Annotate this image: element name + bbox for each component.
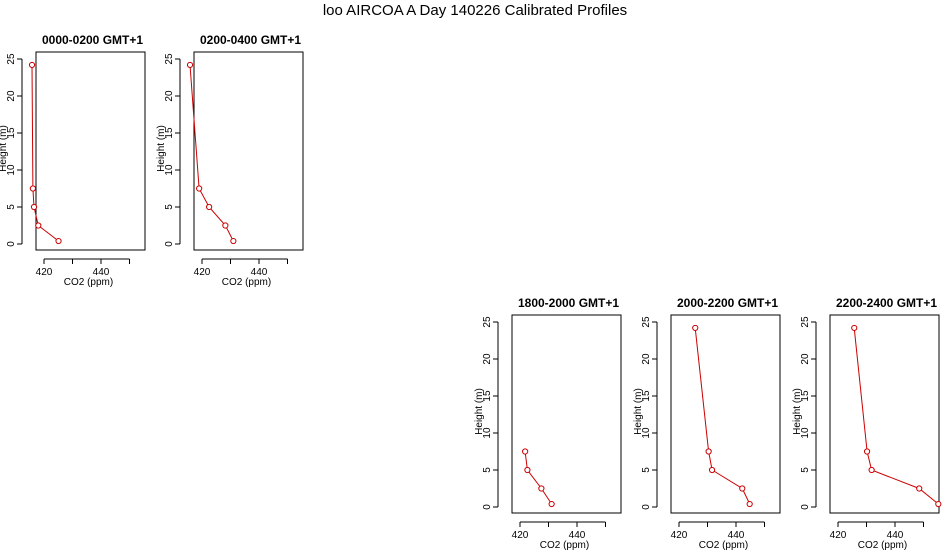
y-tick-label: 20 bbox=[164, 90, 175, 102]
data-point bbox=[851, 324, 858, 332]
panel-title: 1800-2000 GMT+1 bbox=[518, 296, 619, 310]
profile-panel-1800-2000: 1800-2000 GMT+1 0 5 10 15 20 25 Height (m) 420 44… bbox=[474, 296, 622, 551]
y-tick-label: 15 bbox=[164, 127, 175, 139]
data-point bbox=[548, 500, 555, 508]
y-tick-label: 25 bbox=[6, 53, 17, 65]
x-tick-label: 420 bbox=[36, 267, 53, 278]
plot-frame bbox=[193, 51, 304, 251]
y-tick-label: 0 bbox=[164, 241, 175, 247]
data-point bbox=[538, 485, 545, 492]
page-title: loo AIRCOA A Day 140226 Calibrated Profi… bbox=[322, 2, 628, 19]
plot-frame bbox=[511, 314, 622, 514]
data-point bbox=[935, 500, 942, 508]
x-tick-label: 420 bbox=[830, 530, 847, 541]
data-point bbox=[29, 185, 36, 192]
y-tick-label: 25 bbox=[482, 316, 493, 328]
y-tick-label: 5 bbox=[6, 204, 17, 210]
y-tick-label: 10 bbox=[164, 164, 175, 176]
y-tick-label: 20 bbox=[6, 90, 17, 102]
y-axis-label: Height (m) bbox=[633, 388, 644, 435]
x-axis-label: CO2 (ppm) bbox=[64, 277, 113, 288]
profile-panel-0200-0400: 0200-0400 GMT+1 0 5 10 15 20 25 Height (m) 420 44… bbox=[156, 33, 304, 288]
panel-title: 2200-2400 GMT+1 bbox=[836, 296, 937, 310]
profile-line bbox=[524, 451, 553, 505]
y-tick-label: 5 bbox=[800, 467, 811, 473]
data-point bbox=[35, 222, 42, 229]
profile-panel-0000-0200: 0000-0200 GMT+1 0 5 10 15 20 25 Height (m) 420 44… bbox=[0, 33, 146, 288]
y-tick-label: 20 bbox=[482, 353, 493, 365]
x-tick-label: 420 bbox=[194, 267, 211, 278]
y-axis-label: Height (m) bbox=[474, 388, 485, 435]
data-point bbox=[863, 448, 871, 455]
y-tick-label: 10 bbox=[482, 427, 493, 439]
data-point bbox=[916, 485, 923, 492]
y-tick-label: 15 bbox=[800, 390, 811, 402]
profile-panel-2200-2400: 2200-2400 GMT+1 0 5 10 15 20 25 Height (m) 420 44… bbox=[792, 296, 942, 551]
y-tick-label: 5 bbox=[164, 204, 175, 210]
y-tick-label: 15 bbox=[6, 127, 17, 139]
plot-frame bbox=[829, 314, 940, 514]
y-tick-label: 15 bbox=[482, 390, 493, 402]
x-tick-label: 440 bbox=[251, 267, 268, 278]
y-tick-label: 10 bbox=[800, 427, 811, 439]
x-axis-label: CO2 (ppm) bbox=[540, 540, 589, 551]
x-tick-label: 420 bbox=[512, 530, 529, 541]
panel-title: 0200-0400 GMT+1 bbox=[200, 33, 301, 47]
y-tick-label: 0 bbox=[641, 504, 652, 510]
y-tick-label: 0 bbox=[6, 241, 17, 247]
panel-title: 2000-2200 GMT+1 bbox=[677, 296, 778, 310]
y-tick-label: 25 bbox=[164, 53, 175, 65]
data-point bbox=[206, 203, 213, 211]
data-point bbox=[196, 185, 203, 192]
panel-title: 0000-0200 GMT+1 bbox=[42, 33, 143, 47]
profile-line bbox=[694, 327, 751, 505]
y-axis-label: Height (m) bbox=[0, 125, 9, 172]
y-axis-label: Height (m) bbox=[792, 388, 803, 435]
y-tick-label: 25 bbox=[800, 316, 811, 328]
x-axis-label: CO2 (ppm) bbox=[699, 540, 748, 551]
data-point bbox=[705, 448, 712, 455]
data-point bbox=[522, 448, 529, 455]
data-point bbox=[692, 324, 699, 332]
x-tick-label: 440 bbox=[569, 530, 586, 541]
data-point bbox=[746, 500, 753, 508]
profile-line bbox=[853, 327, 939, 505]
data-point bbox=[739, 485, 746, 492]
y-tick-label: 0 bbox=[800, 504, 811, 510]
x-tick-label: 440 bbox=[728, 530, 745, 541]
y-tick-label: 5 bbox=[641, 467, 652, 473]
data-point bbox=[708, 466, 716, 474]
data-point bbox=[186, 61, 194, 69]
x-axis-label: CO2 (ppm) bbox=[222, 277, 271, 288]
y-tick-label: 20 bbox=[641, 353, 652, 365]
plot-frame bbox=[670, 314, 781, 514]
y-tick-label: 15 bbox=[641, 390, 652, 402]
data-point bbox=[524, 466, 531, 474]
data-point bbox=[30, 203, 38, 211]
x-tick-label: 440 bbox=[887, 530, 904, 541]
data-point bbox=[55, 237, 62, 245]
data-point bbox=[28, 61, 36, 69]
y-tick-label: 10 bbox=[6, 164, 17, 176]
y-tick-label: 20 bbox=[800, 353, 811, 365]
y-tick-label: 10 bbox=[641, 427, 652, 439]
x-tick-label: 440 bbox=[93, 267, 110, 278]
x-axis-label: CO2 (ppm) bbox=[858, 540, 907, 551]
plot-frame bbox=[35, 51, 146, 251]
profile-panel-2000-2200: 2000-2200 GMT+1 0 5 10 15 20 25 Height (m) 420 44… bbox=[633, 296, 781, 551]
x-tick-label: 420 bbox=[671, 530, 688, 541]
y-axis-label: Height (m) bbox=[156, 125, 167, 172]
y-tick-label: 5 bbox=[482, 467, 493, 473]
data-point bbox=[230, 237, 237, 245]
data-point bbox=[868, 466, 875, 474]
data-point bbox=[222, 222, 229, 229]
y-tick-label: 0 bbox=[482, 504, 493, 510]
y-tick-label: 25 bbox=[641, 316, 652, 328]
profile-line bbox=[189, 64, 234, 242]
